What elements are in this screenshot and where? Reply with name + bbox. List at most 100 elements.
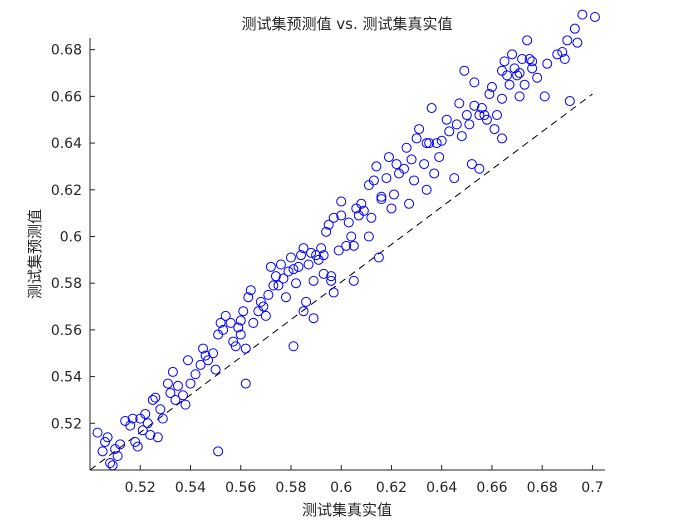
x-axis-label: 测试集真实值 [302,501,392,519]
data-point [484,89,495,100]
data-point [381,173,392,184]
data-point [363,231,374,242]
data-point [411,133,422,144]
data-point [409,175,420,186]
data-point [522,35,533,46]
data-point [303,259,314,270]
data-point [376,191,387,202]
data-point [268,280,279,291]
data-point [459,65,470,76]
data-point [401,142,412,153]
data-point [147,394,158,405]
data-point [421,138,432,149]
y-tick-label: 0.64 [51,136,82,152]
y-tick-label: 0.58 [51,276,82,292]
data-point [552,49,563,60]
data-point [278,273,289,284]
data-point [263,289,274,300]
data-point [474,110,485,121]
y-tick-label: 0.52 [51,416,82,432]
data-point [524,54,535,65]
chart-title: 测试集预测值 vs. 测试集真实值 [242,15,453,33]
data-point [285,252,296,263]
x-tick-label: 0.68 [527,480,558,496]
y-axis-label: 测试集预测值 [26,209,44,299]
data-point [469,77,480,88]
data-point [318,250,329,261]
reference-line-layer [89,93,593,471]
data-point [291,278,301,289]
data-point [527,63,538,74]
data-point [157,413,168,424]
data-point [283,266,294,277]
data-point [577,9,588,20]
data-point [180,399,191,410]
data-point [137,425,148,436]
data-point [371,161,382,172]
data-point [323,219,334,230]
watermark: 天天Matlab [563,485,660,507]
data-point [348,240,359,251]
data-point [170,394,181,405]
data-point [348,275,359,286]
data-point [177,390,188,401]
data-point [203,355,214,366]
data-point [502,70,513,81]
y-tick-label: 0.62 [51,183,82,199]
data-point [572,37,583,48]
data-point [429,168,440,179]
data-point [486,82,497,93]
data-point [142,418,153,429]
data-point [449,173,460,184]
data-point [454,98,465,109]
data-point [466,159,477,170]
data-point [132,441,143,452]
data-point [328,287,339,298]
data-point [373,252,384,263]
data-point [469,100,480,111]
plot-background [90,38,605,470]
data-point [112,450,123,461]
x-tick-label: 0.6 [330,480,352,496]
data-point [140,408,151,419]
data-point [92,427,103,438]
data-point [235,329,246,340]
data-point [190,369,201,380]
y-tick-label: 0.66 [51,89,82,105]
data-point [145,429,156,440]
data-point [162,378,173,389]
x-ticks-layer: 0.52 0.54 0.56 0.58 0.6 0.62 0.64 0.66 0.68 0.7 [125,465,604,496]
data-point [293,261,304,272]
data-point [115,439,126,450]
data-point [328,212,339,223]
x-tick-label: 0.66 [476,480,507,496]
data-point [333,245,344,256]
data-point [243,292,254,303]
y-ticks-layer: 0.52 0.54 0.56 0.58 0.6 0.62 0.64 0.66 0.68 [51,43,95,432]
data-point [311,250,322,261]
data-point [248,317,259,328]
data-point [198,343,209,354]
data-point [308,275,319,286]
data-point [527,56,538,67]
data-point [431,138,442,149]
data-point [451,119,462,130]
x-tick-label: 0.54 [175,480,206,496]
points-layer [92,9,600,471]
data-point [258,301,269,312]
x-tick-label: 0.56 [225,480,256,496]
data-point [172,380,183,391]
data-point [218,324,229,335]
data-point [474,163,485,174]
data-point [125,420,136,431]
y-tick-label: 0.6 [60,229,82,245]
data-point [215,317,226,328]
data-point [366,212,377,223]
x-tick-label: 0.7 [581,480,603,496]
axes-layer [89,38,605,471]
data-point [419,159,430,170]
data-point [436,135,447,146]
data-point [499,56,510,67]
data-point [461,110,472,121]
